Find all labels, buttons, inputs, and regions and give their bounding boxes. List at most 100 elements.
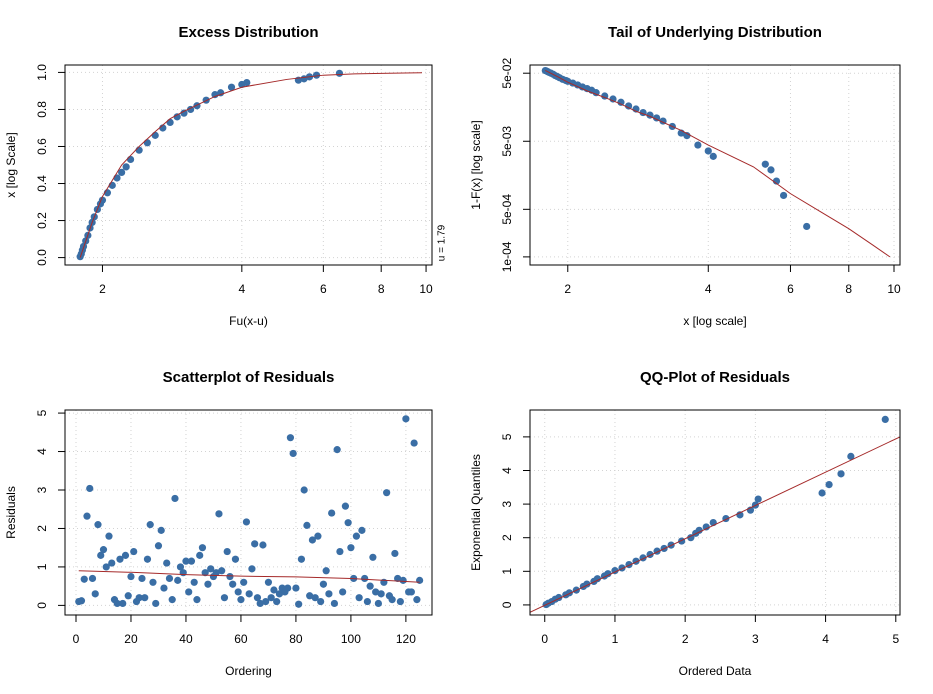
point <box>149 578 157 586</box>
x-tick-label: 40 <box>179 632 193 646</box>
x-tick-label: 6 <box>787 282 794 296</box>
point <box>91 590 99 598</box>
point <box>248 565 256 573</box>
point <box>394 574 402 583</box>
point <box>135 594 143 602</box>
point <box>113 174 121 182</box>
x-tick-label: 10 <box>887 282 901 296</box>
y-tick-label: 5e-02 <box>500 58 514 89</box>
x-tick-label: 80 <box>289 632 303 646</box>
point <box>229 580 237 588</box>
point <box>193 596 201 604</box>
point <box>88 574 97 583</box>
plot-frame <box>529 64 901 266</box>
point <box>383 489 391 497</box>
point <box>391 549 399 558</box>
point <box>358 526 366 534</box>
point <box>94 521 102 529</box>
point <box>306 592 314 600</box>
point <box>227 83 236 91</box>
point <box>416 576 424 584</box>
point <box>198 544 207 552</box>
x-tick-label: 0 <box>541 632 548 646</box>
point <box>259 541 267 549</box>
point <box>284 584 292 592</box>
point <box>245 590 253 598</box>
chart-title: Excess Distribution <box>178 24 318 41</box>
point <box>113 599 121 608</box>
point <box>413 596 421 604</box>
x-tick-label: 3 <box>752 632 759 646</box>
point <box>761 160 769 168</box>
point <box>683 132 691 140</box>
point <box>388 596 396 604</box>
y-tick-label: 1 <box>35 563 49 570</box>
point <box>102 563 110 571</box>
x-tick-label: 8 <box>845 282 852 296</box>
point <box>190 578 198 586</box>
point <box>240 578 248 586</box>
x-tick-label: 60 <box>234 632 248 646</box>
y-tick-label: 4 <box>500 467 514 474</box>
point <box>242 518 251 526</box>
x-axis-label: Ordering <box>225 664 272 678</box>
y-tick-label: 0 <box>35 602 49 609</box>
point <box>772 177 781 185</box>
point <box>295 600 303 608</box>
y-tick-label: 0.6 <box>35 138 49 155</box>
point <box>314 532 322 540</box>
point <box>369 553 377 561</box>
point <box>311 594 319 602</box>
point <box>160 584 168 592</box>
point <box>99 546 108 554</box>
y-tick-label: 5e-04 <box>500 194 514 225</box>
point <box>215 510 223 518</box>
point <box>185 588 193 596</box>
point <box>83 512 91 520</box>
point <box>352 532 361 540</box>
x-tick-label: 4 <box>822 632 829 646</box>
point <box>124 592 132 600</box>
x-tick-label: 0 <box>73 632 80 646</box>
point <box>97 551 105 559</box>
point <box>407 588 415 596</box>
plot-frame <box>529 409 901 616</box>
point <box>143 139 151 147</box>
point <box>180 109 188 117</box>
y-tick-label: 2 <box>500 534 514 541</box>
point <box>207 565 215 573</box>
point <box>151 131 159 139</box>
point <box>312 71 321 79</box>
point <box>118 168 126 177</box>
point <box>143 555 152 563</box>
point <box>609 95 617 103</box>
point <box>300 486 308 494</box>
y-axis-label: 1-F(x) [log scale] <box>469 120 483 209</box>
point <box>399 576 407 584</box>
point <box>196 551 204 559</box>
point <box>174 576 182 584</box>
point <box>374 599 382 608</box>
point <box>264 578 273 586</box>
y-axis-label: Exponential Quantiles <box>469 454 483 571</box>
fit-line <box>78 570 420 583</box>
point <box>339 588 347 596</box>
point <box>322 567 330 575</box>
fit-line <box>530 436 900 613</box>
point <box>825 481 833 489</box>
point <box>256 599 264 608</box>
point <box>837 470 845 478</box>
y-axis-label: x [log Scale] <box>4 132 18 197</box>
y-tick-label: 1e-04 <box>500 241 514 272</box>
point <box>226 572 234 581</box>
y-tick-label: 1 <box>500 568 514 575</box>
x-tick-label: 5 <box>892 632 899 646</box>
point <box>289 449 297 458</box>
point <box>319 580 328 588</box>
point <box>165 574 174 583</box>
x-tick-label: 4 <box>238 282 245 296</box>
point <box>77 597 86 605</box>
point <box>617 98 625 106</box>
